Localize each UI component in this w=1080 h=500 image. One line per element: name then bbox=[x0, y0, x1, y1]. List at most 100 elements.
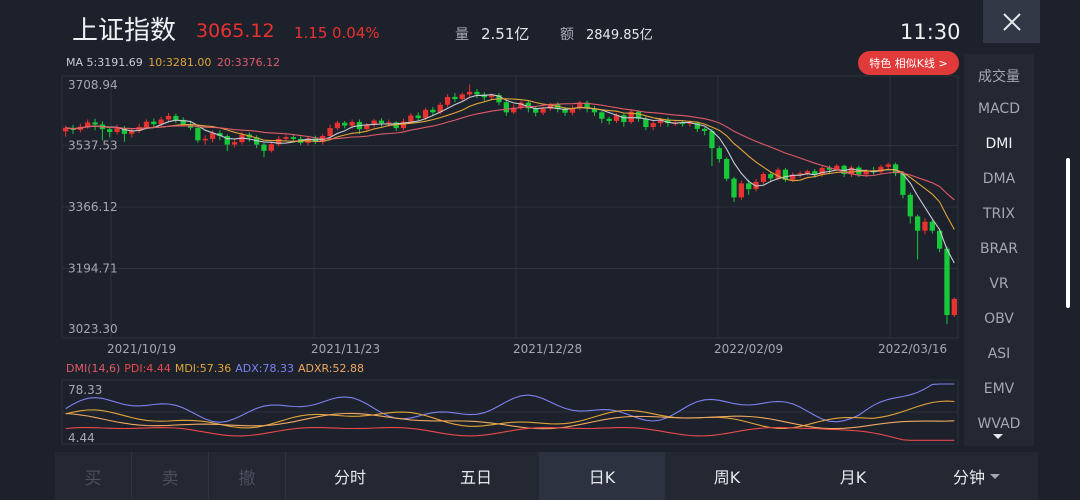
candle-body bbox=[922, 221, 928, 231]
candle-body bbox=[665, 119, 671, 124]
period-five-day[interactable]: 五日 bbox=[413, 452, 539, 500]
candle-body bbox=[224, 136, 230, 145]
candle-body bbox=[180, 119, 186, 125]
period-weekly[interactable]: 周K bbox=[664, 452, 790, 500]
indicator-trix[interactable]: TRIX bbox=[983, 206, 1015, 222]
candle-body bbox=[231, 142, 238, 145]
ma10-line bbox=[65, 98, 955, 230]
candle-body bbox=[511, 107, 517, 113]
candle-body bbox=[371, 120, 377, 125]
candle-body bbox=[334, 122, 341, 129]
dmi-legend-mdi: MDI:57.36 bbox=[175, 362, 231, 375]
candle-body bbox=[936, 230, 943, 249]
ma5-value: MA 5:3191.69 bbox=[66, 56, 143, 69]
header: 上证指数 3065.12 1.15 0.04% 量 2.51亿 额 2849.8… bbox=[0, 0, 1080, 50]
similar-kline-button[interactable]: 特色 相似K线 > bbox=[858, 51, 959, 75]
candle-body bbox=[863, 171, 869, 175]
ma20-line bbox=[65, 102, 955, 201]
candle-body bbox=[459, 94, 465, 100]
price-change: 1.15 bbox=[294, 24, 328, 42]
indicator-dmi[interactable]: DMI bbox=[985, 136, 1013, 152]
candle-body bbox=[283, 137, 289, 139]
candle-body bbox=[569, 108, 576, 113]
candle-body bbox=[562, 108, 568, 113]
ma10-value: 10:3281.00 bbox=[148, 56, 212, 69]
price-axis-label: 3366.12 bbox=[68, 200, 118, 214]
candle-body bbox=[158, 119, 164, 125]
candle-body bbox=[834, 165, 840, 170]
indicator-dma[interactable]: DMA bbox=[982, 171, 1016, 187]
candle-body bbox=[885, 164, 891, 167]
candle-body bbox=[929, 221, 935, 231]
candle-body bbox=[518, 102, 524, 108]
candle-body bbox=[768, 174, 774, 179]
candle-body bbox=[466, 91, 473, 95]
candle-body bbox=[782, 169, 789, 180]
indicator-wvad[interactable]: WVAD bbox=[977, 416, 1021, 432]
indicator-vr[interactable]: VR bbox=[989, 276, 1009, 292]
candle-body bbox=[892, 164, 899, 174]
candle-body bbox=[907, 194, 913, 217]
candle-body bbox=[533, 108, 539, 113]
sell-button[interactable]: 卖 bbox=[132, 452, 209, 500]
price-axis-label: 3708.94 bbox=[68, 78, 118, 92]
close-button[interactable] bbox=[983, 0, 1040, 43]
candle-body bbox=[812, 171, 818, 175]
period-monthly[interactable]: 月K bbox=[790, 452, 916, 500]
indicator-macd[interactable]: MACD bbox=[978, 101, 1020, 117]
period-intraday[interactable]: 分时 bbox=[287, 452, 413, 500]
dmi-legend-pdi: PDI:4.44 bbox=[124, 362, 171, 375]
indicator-brar[interactable]: BRAR bbox=[979, 241, 1019, 257]
candle-body bbox=[378, 120, 385, 124]
candle-body bbox=[129, 130, 135, 134]
candle-body bbox=[422, 109, 429, 119]
candle-body bbox=[209, 133, 216, 139]
cancel-order-button[interactable]: 撤 bbox=[209, 452, 286, 500]
amount-value: 2849.85亿 bbox=[586, 28, 653, 43]
candle-body bbox=[173, 115, 179, 120]
candle-body bbox=[114, 128, 120, 133]
index-name: 上证指数 bbox=[72, 16, 177, 46]
candle-body bbox=[290, 137, 296, 139]
mdi-line bbox=[65, 400, 955, 429]
period-minute[interactable]: 分钟 bbox=[915, 452, 1038, 500]
candle-body bbox=[716, 148, 722, 159]
scroll-down-icon[interactable] bbox=[993, 434, 1003, 439]
close-icon bbox=[1002, 12, 1021, 31]
amount-label: 额 bbox=[560, 27, 574, 43]
candle-body bbox=[107, 129, 113, 133]
dmi-legend-adxr: ADXR:52.88 bbox=[298, 362, 364, 375]
kline-chart[interactable]: 3708.94 3537.53 3366.12 3194.71 3023.30 2021/… bbox=[0, 0, 964, 452]
indicator-list[interactable]: 成交量 MACD DMI DMA TRIX BRAR VR OBV ASI EMV WVAD bbox=[964, 54, 1034, 446]
dmi-axis-label: 4.44 bbox=[68, 431, 95, 445]
indicator-成交量[interactable]: 成交量 bbox=[978, 69, 1020, 85]
candle-body bbox=[261, 144, 267, 151]
indicator-emv[interactable]: EMV bbox=[983, 381, 1015, 397]
candle-body bbox=[775, 169, 781, 179]
period-label: 分钟 bbox=[952, 468, 985, 487]
candle-body bbox=[415, 115, 421, 119]
period-label: 月K bbox=[839, 468, 867, 487]
candle-body bbox=[364, 124, 370, 130]
indicator-asi[interactable]: ASI bbox=[987, 346, 1011, 362]
candle-body bbox=[599, 112, 605, 119]
candle-body bbox=[268, 144, 274, 151]
candle-body bbox=[430, 109, 436, 113]
candle-body bbox=[408, 115, 414, 122]
dropdown-icon bbox=[990, 473, 1000, 479]
candle-body bbox=[914, 216, 921, 231]
period-label: 日K bbox=[588, 468, 616, 487]
candle-body bbox=[760, 174, 767, 182]
indicator-obv[interactable]: OBV bbox=[984, 311, 1014, 327]
candle-body bbox=[635, 111, 642, 119]
date-axis-label: 2022/03/16 bbox=[878, 342, 947, 356]
candle-body bbox=[628, 111, 634, 123]
candle-body bbox=[151, 121, 157, 125]
period-daily[interactable]: 日K bbox=[539, 452, 665, 500]
indicator-scrollbar[interactable] bbox=[1066, 158, 1070, 308]
candle-body bbox=[342, 122, 348, 126]
candle-body bbox=[400, 121, 407, 129]
candle-body bbox=[819, 167, 825, 175]
candle-body bbox=[848, 167, 855, 175]
buy-button[interactable]: 买 bbox=[55, 452, 132, 500]
